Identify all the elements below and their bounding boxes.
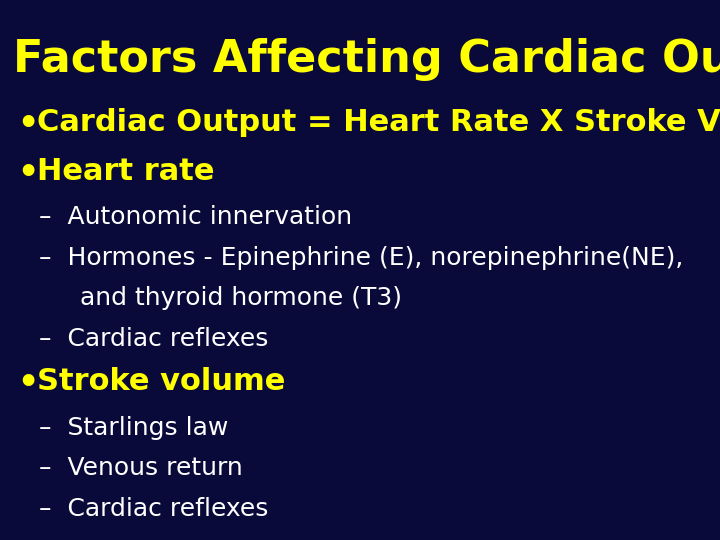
Text: and thyroid hormone (T3): and thyroid hormone (T3) <box>48 286 402 310</box>
Text: –  Cardiac reflexes: – Cardiac reflexes <box>40 497 269 521</box>
Text: –  Venous return: – Venous return <box>40 456 243 480</box>
Text: Factors Affecting Cardiac Output: Factors Affecting Cardiac Output <box>13 38 720 81</box>
Text: Cardiac Output = Heart Rate X Stroke Volume: Cardiac Output = Heart Rate X Stroke Vol… <box>37 108 720 137</box>
Text: Heart rate: Heart rate <box>37 157 215 186</box>
Text: –  Autonomic innervation: – Autonomic innervation <box>40 205 352 229</box>
Text: –  Cardiac reflexes: – Cardiac reflexes <box>40 327 269 350</box>
Text: •: • <box>17 157 39 190</box>
Text: •: • <box>17 108 39 141</box>
Text: Stroke volume: Stroke volume <box>37 367 285 396</box>
Text: –  Starlings law: – Starlings law <box>40 416 229 440</box>
Text: •: • <box>17 367 39 400</box>
Text: –  Hormones - Epinephrine (E), norepinephrine(NE),: – Hormones - Epinephrine (E), norepineph… <box>40 246 684 269</box>
